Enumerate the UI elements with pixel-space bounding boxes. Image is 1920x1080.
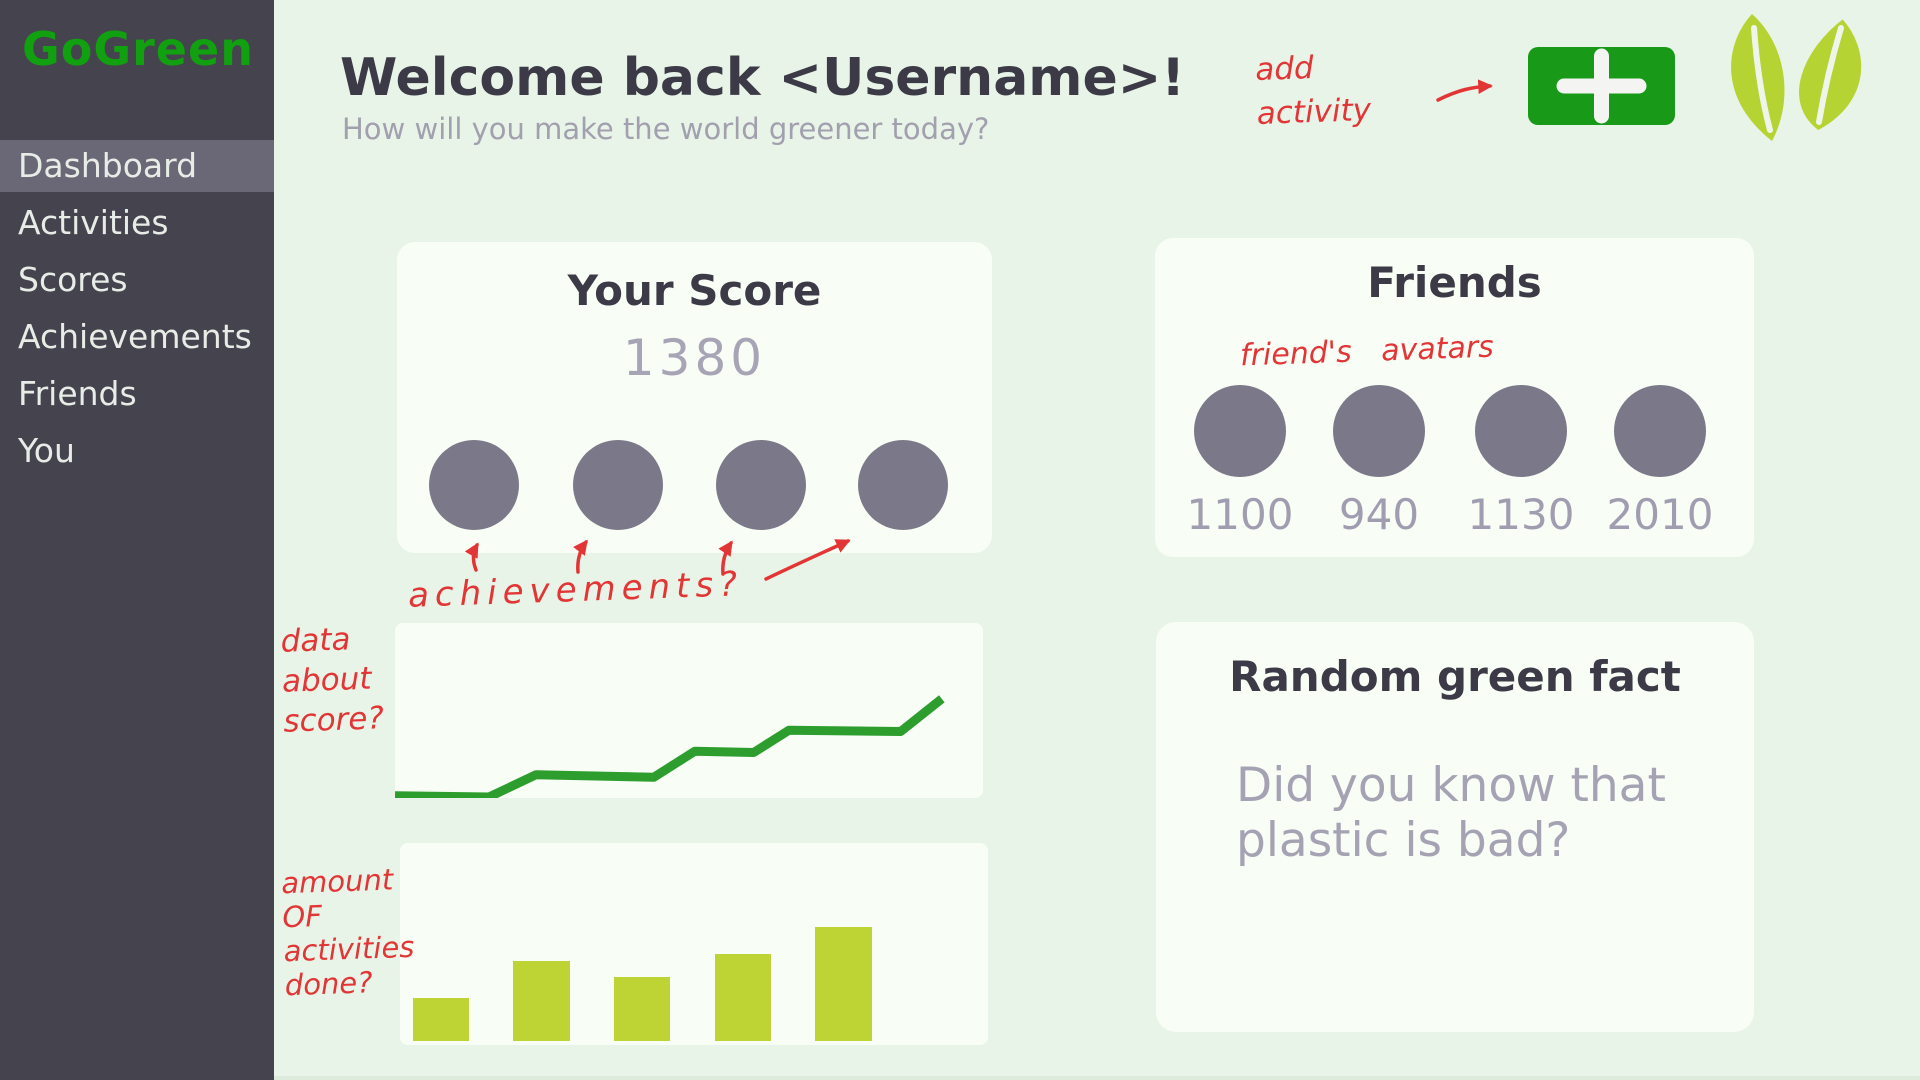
your-score-card: Your Score 1380 [397,242,992,553]
fact-card-title: Random green fact [1229,652,1681,701]
sidebar-item-activities[interactable]: Activities [18,203,169,242]
score-line-chart-card [394,623,983,802]
annotation-amount-of-activities: amount OF activities done? [281,862,416,1002]
sidebar-item-friends[interactable]: Friends [18,374,137,413]
sidebar: GoGreen Dashboard Activities Scores Achieve… [0,0,274,1080]
score-card-title: Your Score [567,266,822,315]
activity-bar [614,977,671,1041]
achievement-badge-placeholder[interactable] [573,440,663,530]
score-line [394,695,945,802]
leaf-logo [1715,8,1880,150]
activity-bar [714,954,772,1041]
friend-score: 940 [1338,490,1420,539]
annotation-line: add [1254,49,1315,88]
activity-bar [513,961,570,1041]
app-logo-text: GoGreen [22,22,254,76]
sidebar-item-scores[interactable]: Scores [18,260,128,299]
friend-avatar[interactable] [1333,385,1425,477]
annotation-line: about [281,660,373,700]
page-title: Welcome back <Username>! [340,48,1186,108]
friend-score: 1100 [1186,490,1294,539]
bottom-edge [274,1076,1920,1080]
fact-body: Did you know that plastic is bad? [1236,758,1666,869]
arrow-to-add-button [1436,79,1493,102]
activities-bar-chart-card [400,843,988,1045]
leaf-icon [1731,12,1867,141]
score-line-chart [394,695,945,802]
sidebar-item-achievements[interactable]: Achievements [18,317,252,356]
annotation-add-activity: add activity [1254,44,1372,136]
annotation-line: activities [283,929,415,969]
achievement-badge-placeholder[interactable] [716,440,806,530]
activity-bar [412,998,470,1041]
annotation-line: activity [1256,92,1372,132]
annotation-line: score? [282,700,385,740]
sidebar-item-you[interactable]: You [18,431,75,470]
friends-card-title: Friends [1367,258,1542,307]
sidebar-nav: Dashboard Activities Scores Achievements Fri… [0,140,274,482]
friend-avatar[interactable] [1194,385,1286,477]
annotation-line: amount [280,862,394,901]
annotation-line: data [280,621,352,660]
sidebar-item-dashboard[interactable]: Dashboard [0,140,274,192]
achievement-badge-placeholder[interactable] [858,440,948,530]
friend-score: 1130 [1467,490,1575,539]
add-activity-button[interactable] [1528,47,1675,125]
annotation-achievements: achievements? [407,564,744,616]
friends-card: Friends 1100 940 1130 2010 [1155,238,1754,557]
annotation-line: done? [284,965,374,1003]
achievement-badge-placeholder[interactable] [429,440,519,530]
activity-bar [815,927,872,1041]
annotation-data-about-score: data about score? [280,618,385,741]
random-fact-card: Random green fact Did you know that plas… [1156,622,1754,1032]
plus-icon [1556,48,1647,124]
annotation-line: OF [281,898,323,935]
score-value: 1380 [622,329,767,387]
friend-avatar[interactable] [1614,385,1706,477]
friend-avatar[interactable] [1475,385,1567,477]
friend-score: 2010 [1606,490,1714,539]
page-subtitle: How will you make the world greener toda… [342,112,990,146]
